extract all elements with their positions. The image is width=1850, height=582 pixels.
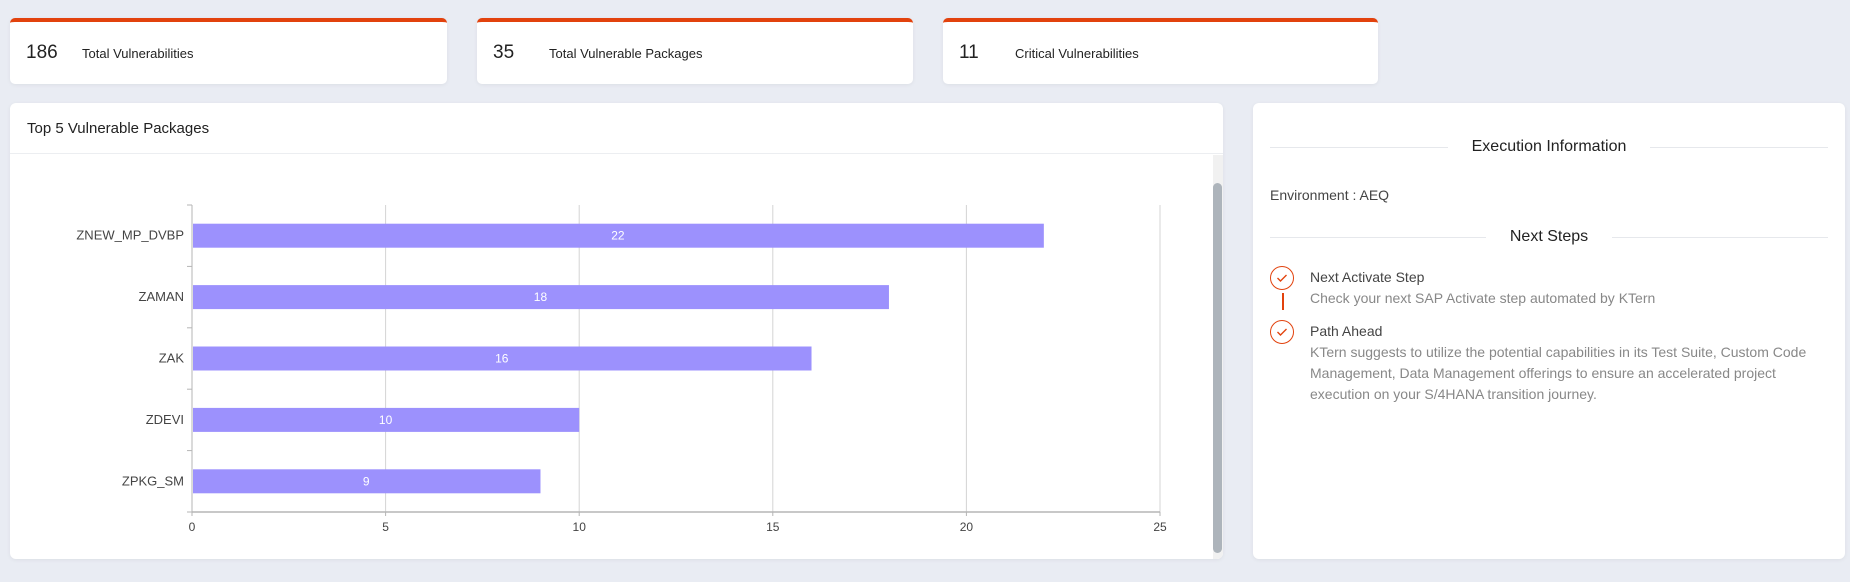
- divider: [1612, 236, 1829, 238]
- stat-card-critical-vulnerabilities: 11 Critical Vulnerabilities: [943, 18, 1378, 84]
- bar-chart: 0 5 10 15 20 25 ZNEW_MP_DVBP 22 ZAMAN 18 ZAK 16 ZDEV…: [76, 204, 1167, 534]
- chart-body: 0 5 10 15 20 25 ZNEW_MP_DVBP 22 ZAMAN 18 ZAK 16 ZDEV…: [10, 155, 1223, 559]
- environment-label: Environment : AEQ: [1270, 187, 1390, 203]
- step-description: KTern suggests to utilize the potential …: [1310, 344, 1807, 402]
- stat-label: Total Vulnerable Packages: [549, 45, 703, 61]
- category-label: ZAK: [159, 351, 185, 366]
- divider: [1270, 236, 1486, 238]
- chart-scrollbar-thumb[interactable]: [1213, 183, 1222, 553]
- chart-scrollbar[interactable]: [1213, 155, 1223, 559]
- bar-value-label: 22: [611, 229, 625, 243]
- top-packages-chart-panel: Top 5 Vulnerable Packages 0 5 10 15 20 25 ZNEW…: [10, 103, 1223, 559]
- category-label: ZDEVI: [146, 412, 184, 427]
- check-circle-icon: [1270, 320, 1294, 344]
- bar[interactable]: [193, 223, 1044, 248]
- divider: [1270, 146, 1448, 148]
- category-label: ZPKG_SM: [122, 473, 184, 488]
- x-tick-label: 25: [1153, 520, 1167, 534]
- stat-value: 186: [26, 42, 58, 63]
- step-path-ahead: Path Ahead KTern suggests to utilize the…: [1270, 320, 1828, 405]
- divider: [1650, 146, 1828, 148]
- bar-value-label: 9: [363, 474, 370, 488]
- x-tick-label: 20: [960, 520, 974, 534]
- stat-label: Critical Vulnerabilities: [1015, 45, 1139, 61]
- bar-value-label: 18: [534, 290, 548, 304]
- bar-value-label: 10: [379, 413, 393, 427]
- execution-info-heading: Execution Information: [1270, 138, 1828, 156]
- next-steps-title: Next Steps: [1509, 228, 1589, 245]
- step-connector-line: [1282, 293, 1284, 310]
- execution-info-panel: Execution Information Environment : AEQ …: [1253, 103, 1845, 559]
- bar-value-label: 16: [495, 352, 509, 366]
- step-next-activate: Next Activate Step Check your next SAP A…: [1270, 266, 1828, 309]
- execution-info-title: Execution Information: [1471, 138, 1627, 155]
- stat-card-total-vulnerable-packages: 35 Total Vulnerable Packages: [477, 18, 913, 84]
- stat-label: Total Vulnerabilities: [82, 45, 194, 61]
- check-circle-icon: [1270, 266, 1294, 290]
- stat-value: 11: [959, 42, 979, 63]
- bar[interactable]: [193, 346, 812, 371]
- step-title: Path Ahead: [1310, 323, 1383, 339]
- stat-card-total-vulnerabilities: 186 Total Vulnerabilities: [10, 18, 447, 84]
- step-description: Check your next SAP Activate step automa…: [1310, 290, 1656, 306]
- step-title: Next Activate Step: [1310, 269, 1425, 285]
- x-tick-label: 0: [189, 520, 196, 534]
- steps-list: Next Activate Step Check your next SAP A…: [1270, 266, 1828, 405]
- bar[interactable]: [193, 469, 541, 494]
- stat-value: 35: [493, 42, 515, 63]
- bar[interactable]: [193, 285, 889, 310]
- category-label: ZNEW_MP_DVBP: [76, 228, 184, 243]
- x-tick-label: 5: [382, 520, 389, 534]
- next-steps-heading: Next Steps: [1270, 228, 1829, 246]
- x-tick-label: 15: [766, 520, 780, 534]
- category-label: ZAMAN: [139, 289, 185, 304]
- x-tick-label: 10: [573, 520, 587, 534]
- chart-title: Top 5 Vulnerable Packages: [10, 103, 1223, 154]
- bar[interactable]: [193, 407, 580, 432]
